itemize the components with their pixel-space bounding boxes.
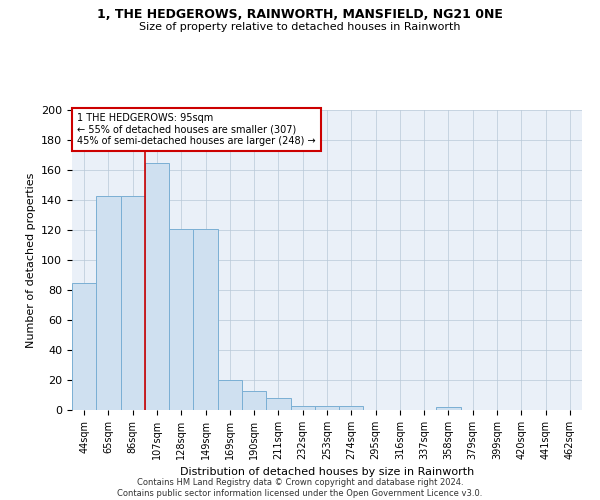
Bar [242, 390, 266, 410]
Text: 1, THE HEDGEROWS, RAINWORTH, MANSFIELD, NG21 0NE: 1, THE HEDGEROWS, RAINWORTH, MANSFIELD, … [97, 8, 503, 20]
Bar [218, 380, 242, 410]
Bar [315, 406, 339, 410]
Bar [193, 228, 218, 410]
Bar [121, 196, 145, 410]
Bar [169, 228, 193, 410]
Text: Size of property relative to detached houses in Rainworth: Size of property relative to detached ho… [139, 22, 461, 32]
Bar [96, 196, 121, 410]
Bar [266, 398, 290, 410]
X-axis label: Distribution of detached houses by size in Rainworth: Distribution of detached houses by size … [180, 468, 474, 477]
Bar [72, 282, 96, 410]
Text: Contains HM Land Registry data © Crown copyright and database right 2024.
Contai: Contains HM Land Registry data © Crown c… [118, 478, 482, 498]
Bar [339, 406, 364, 410]
Bar [436, 407, 461, 410]
Y-axis label: Number of detached properties: Number of detached properties [26, 172, 35, 348]
Bar [145, 162, 169, 410]
Bar [290, 406, 315, 410]
Text: 1 THE HEDGEROWS: 95sqm
← 55% of detached houses are smaller (307)
45% of semi-de: 1 THE HEDGEROWS: 95sqm ← 55% of detached… [77, 113, 316, 146]
